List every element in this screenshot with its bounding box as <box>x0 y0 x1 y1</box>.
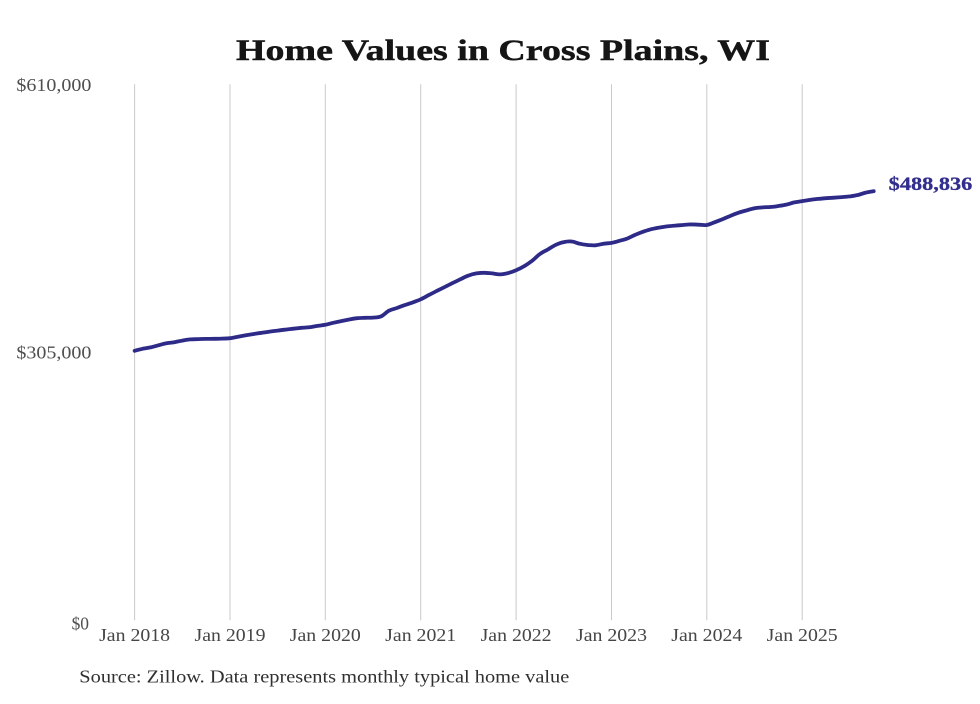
svg-text:Jan 2018: Jan 2018 <box>99 625 170 645</box>
svg-text:Home Values in Cross Plains, W: Home Values in Cross Plains, WI <box>236 34 770 67</box>
svg-text:Jan 2023: Jan 2023 <box>576 625 647 645</box>
svg-text:Jan 2025: Jan 2025 <box>767 625 838 645</box>
svg-text:Jan 2022: Jan 2022 <box>481 625 552 645</box>
svg-text:$488,836: $488,836 <box>889 174 973 195</box>
svg-text:$305,000: $305,000 <box>16 343 91 363</box>
svg-text:Jan 2020: Jan 2020 <box>290 625 361 645</box>
svg-text:Jan 2024: Jan 2024 <box>671 625 742 645</box>
svg-text:$0: $0 <box>72 613 89 633</box>
svg-text:Jan 2021: Jan 2021 <box>385 625 456 645</box>
svg-text:Source: Zillow. Data represent: Source: Zillow. Data represents monthly … <box>79 667 569 687</box>
svg-text:$610,000: $610,000 <box>16 75 91 95</box>
svg-text:Jan 2019: Jan 2019 <box>195 625 266 645</box>
